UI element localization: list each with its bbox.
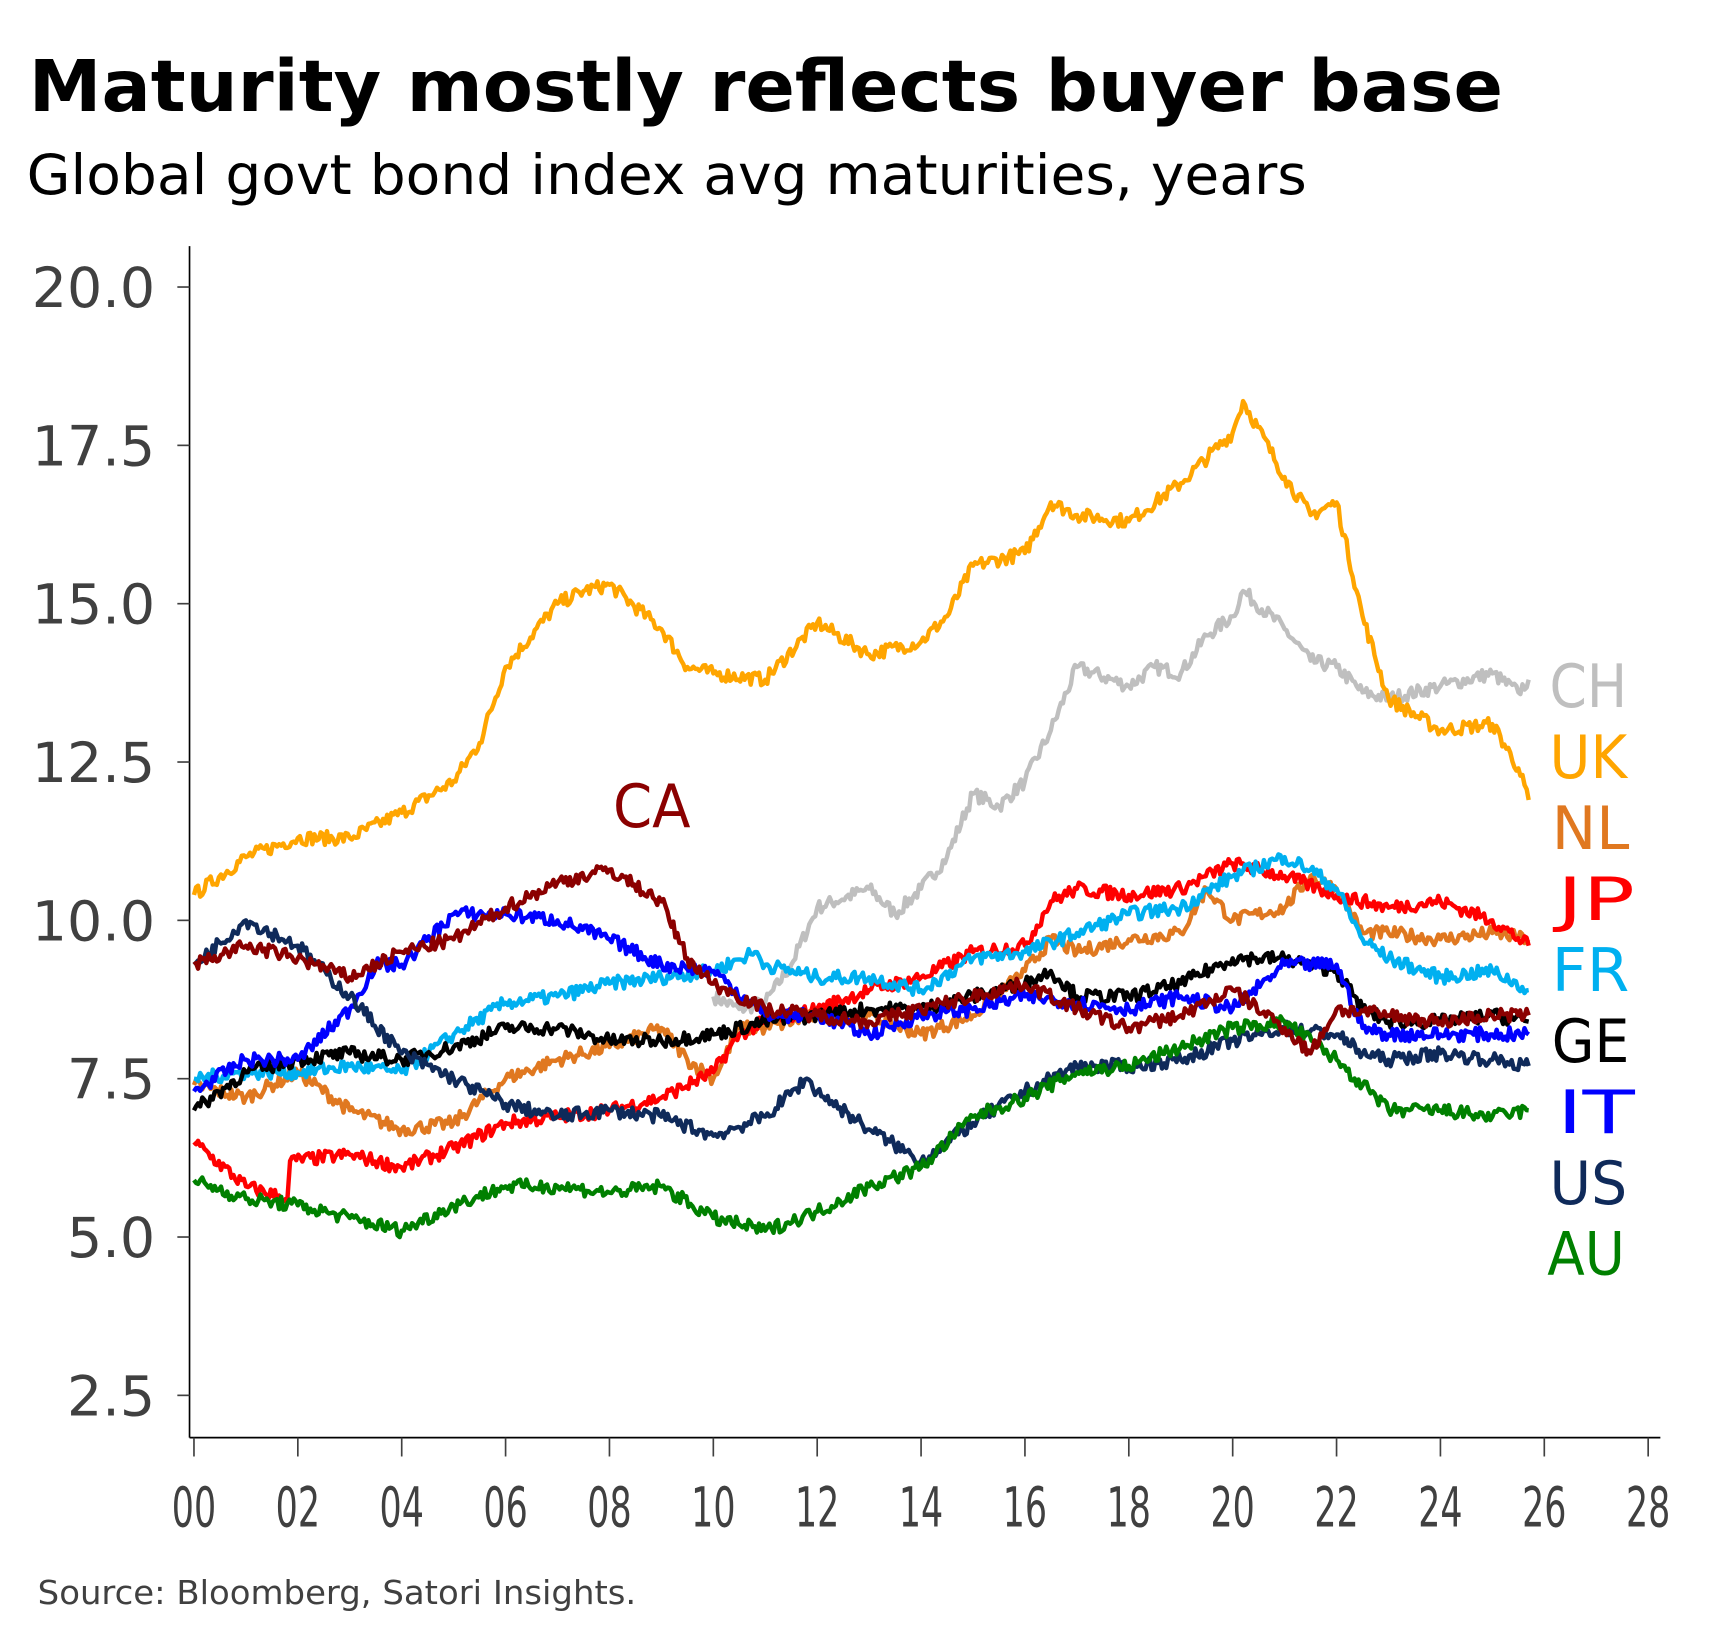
x-tick-label: 28 [1626, 1476, 1670, 1540]
series-label-jp: JP [1552, 865, 1635, 935]
y-tick-label: 20.0 [32, 257, 155, 321]
series-line-jp [192, 856, 1531, 1206]
series-line-ch [711, 587, 1531, 1015]
y-tick-label: 2.5 [67, 1365, 155, 1429]
chart-title: Maturity mostly reflects buyer base [29, 45, 1503, 128]
x-tick-label: 22 [1314, 1476, 1358, 1540]
y-tick-label: 17.5 [32, 415, 155, 479]
x-tick-label: 18 [1107, 1476, 1151, 1540]
x-tick-label: 02 [276, 1476, 320, 1540]
x-tick-label: 10 [691, 1476, 735, 1540]
x-tick-label: 06 [483, 1476, 527, 1540]
series-label-uk: UK [1550, 723, 1629, 793]
series-label-nl: NL [1552, 794, 1630, 864]
x-tick-label: 04 [380, 1476, 424, 1540]
x-tick-label: 16 [1003, 1476, 1047, 1540]
y-tick-label: 12.5 [32, 732, 155, 796]
series-line-ca [192, 864, 1531, 1057]
source-note: Source: Bloomberg, Satori Insights. [38, 1573, 637, 1612]
x-tick-label: 26 [1522, 1476, 1566, 1540]
chart-subtitle: Global govt bond index avg maturities, y… [27, 144, 1307, 208]
x-tick-label: 00 [172, 1476, 216, 1540]
series-label-ge: GE [1552, 1007, 1630, 1077]
y-tick-label: 7.5 [67, 1049, 155, 1113]
series-label-us: US [1550, 1149, 1628, 1219]
axes: 2.5 5.0 7.5 10.0 12.5 15.0 17.5 20.0 00 02 04 06 08 1… [32, 246, 1670, 1540]
x-tick-label: 24 [1418, 1476, 1462, 1540]
series-line-it [192, 905, 1531, 1094]
series-lines [191, 398, 1531, 1240]
series-label-au: AU [1547, 1220, 1625, 1290]
series-label-ch: CH [1550, 652, 1628, 722]
y-tick-label: 15.0 [32, 574, 155, 638]
x-tick-label: 20 [1211, 1476, 1255, 1540]
y-tick-label: 5.0 [67, 1207, 155, 1271]
series-label-ca: CA [613, 772, 691, 842]
x-tick-label: 08 [587, 1476, 631, 1540]
series-label-fr: FR [1552, 936, 1630, 1006]
x-tick-label: 14 [899, 1476, 943, 1540]
series-label-it: IT [1557, 1078, 1635, 1148]
series-line-au [192, 1014, 1529, 1240]
y-tick-label: 10.0 [32, 890, 155, 954]
series-line-uk [191, 398, 1531, 899]
series-line-fr [193, 852, 1530, 1085]
x-tick-label: 12 [795, 1476, 839, 1540]
